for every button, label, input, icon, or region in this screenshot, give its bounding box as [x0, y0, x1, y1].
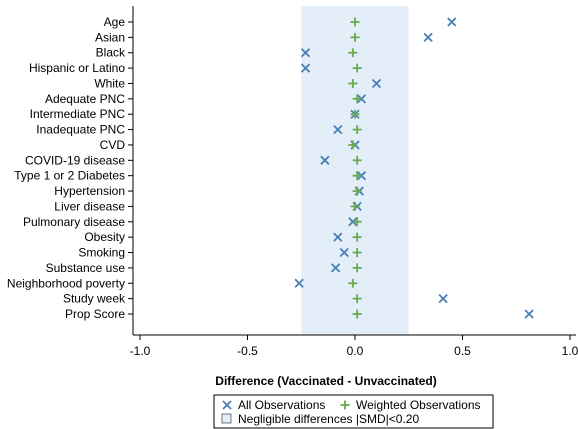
point-all-observations — [300, 48, 311, 58]
x-marker-stroke — [423, 32, 433, 43]
point-weighted-observations — [352, 186, 362, 196]
category-label: Neighborhood poverty — [7, 276, 125, 290]
point-all-observations — [438, 293, 448, 304]
point-all-observations — [300, 63, 311, 73]
point-weighted-observations — [352, 248, 362, 258]
category-label: Intermediate PNC — [30, 107, 126, 121]
x-marker-stroke — [294, 278, 304, 288]
point-weighted-observations — [352, 294, 362, 304]
category-label: Hypertension — [54, 184, 125, 198]
category-label: Age — [104, 15, 126, 29]
point-all-observations — [423, 32, 433, 43]
category-label: White — [94, 76, 125, 90]
x-marker-stroke — [300, 48, 311, 58]
point-weighted-observations — [352, 263, 362, 273]
point-weighted-observations — [352, 94, 362, 104]
point-weighted-observations — [352, 125, 362, 135]
category-label: Adequate PNC — [45, 92, 125, 106]
point-weighted-observations — [352, 171, 362, 181]
point-all-observations — [333, 232, 343, 242]
category-label: Study week — [63, 292, 126, 306]
legend-label-weighted-observations: Weighted Observations — [356, 398, 481, 412]
x-tick-label: -0.5 — [237, 344, 258, 358]
legend-plus-marker-icon — [340, 400, 350, 410]
category-label: Smoking — [78, 246, 125, 260]
point-weighted-observations — [352, 63, 362, 73]
point-weighted-observations — [350, 109, 360, 119]
x-marker-stroke — [438, 293, 448, 304]
point-all-observations — [331, 263, 341, 273]
point-weighted-observations — [352, 232, 362, 242]
point-weighted-observations — [348, 278, 358, 288]
data-points — [294, 17, 534, 319]
category-label: Inadequate PNC — [36, 123, 125, 137]
point-all-observations — [371, 78, 382, 89]
negligible-band — [301, 6, 409, 335]
category-label: Liver disease — [54, 199, 125, 213]
x-tick-label: 0.0 — [347, 344, 364, 358]
point-weighted-observations — [350, 201, 360, 211]
x-tick-label: -1.0 — [130, 344, 151, 358]
point-weighted-observations — [350, 32, 360, 42]
x-tick-label: 1.0 — [562, 344, 578, 358]
point-weighted-observations — [352, 217, 362, 227]
x-marker-stroke — [222, 400, 232, 410]
point-weighted-observations — [352, 309, 362, 319]
category-label: Prop Score — [65, 307, 125, 321]
x-marker-stroke — [331, 263, 341, 273]
point-weighted-observations — [348, 78, 358, 88]
legend-label-all-observations: All Observations — [238, 398, 325, 412]
x-marker-stroke — [524, 309, 534, 319]
x-tick-label: 0.5 — [454, 344, 471, 358]
category-label: Type 1 or 2 Diabetes — [14, 169, 125, 183]
category-label: COVID-19 disease — [25, 153, 125, 167]
legend-band-swatch — [221, 413, 232, 424]
category-label: Substance use — [46, 261, 126, 275]
category-label: CVD — [100, 138, 126, 152]
category-label: Pulmonary disease — [23, 215, 125, 229]
category-label: Asian — [95, 30, 125, 44]
x-marker-stroke — [447, 17, 457, 27]
category-label: Obesity — [84, 230, 125, 244]
category-label: Black — [96, 46, 126, 60]
legend: All Observations Weighted ObservationsNeg… — [213, 394, 494, 429]
legend-box — [213, 394, 494, 429]
point-all-observations — [524, 309, 534, 319]
point-all-observations — [447, 17, 457, 27]
legend-x-marker-icon — [222, 400, 232, 410]
legend-label-negligible-band: Negligible differences |SMD|<0.20 — [238, 412, 419, 426]
point-weighted-observations — [348, 140, 358, 150]
category-label: Hispanic or Latino — [29, 61, 125, 75]
x-marker-stroke — [333, 124, 343, 135]
x-axis-title: Difference (Vaccinated - Unvaccinated) — [215, 374, 436, 388]
point-all-observations — [333, 124, 343, 135]
x-marker-stroke — [320, 155, 330, 165]
negligible-band-layer — [301, 6, 409, 335]
point-weighted-observations — [350, 17, 360, 27]
x-marker-stroke — [339, 247, 349, 258]
point-all-observations — [294, 278, 304, 288]
x-marker-stroke — [333, 232, 343, 242]
point-all-observations — [339, 247, 349, 258]
point-weighted-observations — [352, 155, 362, 165]
point-weighted-observations — [348, 48, 358, 58]
x-axis-ticks: -1.0 -0.5 0.0 0.5 1.0 — [130, 335, 578, 358]
x-marker-stroke — [300, 63, 311, 73]
point-all-observations — [320, 155, 330, 165]
x-marker-stroke — [371, 78, 382, 89]
